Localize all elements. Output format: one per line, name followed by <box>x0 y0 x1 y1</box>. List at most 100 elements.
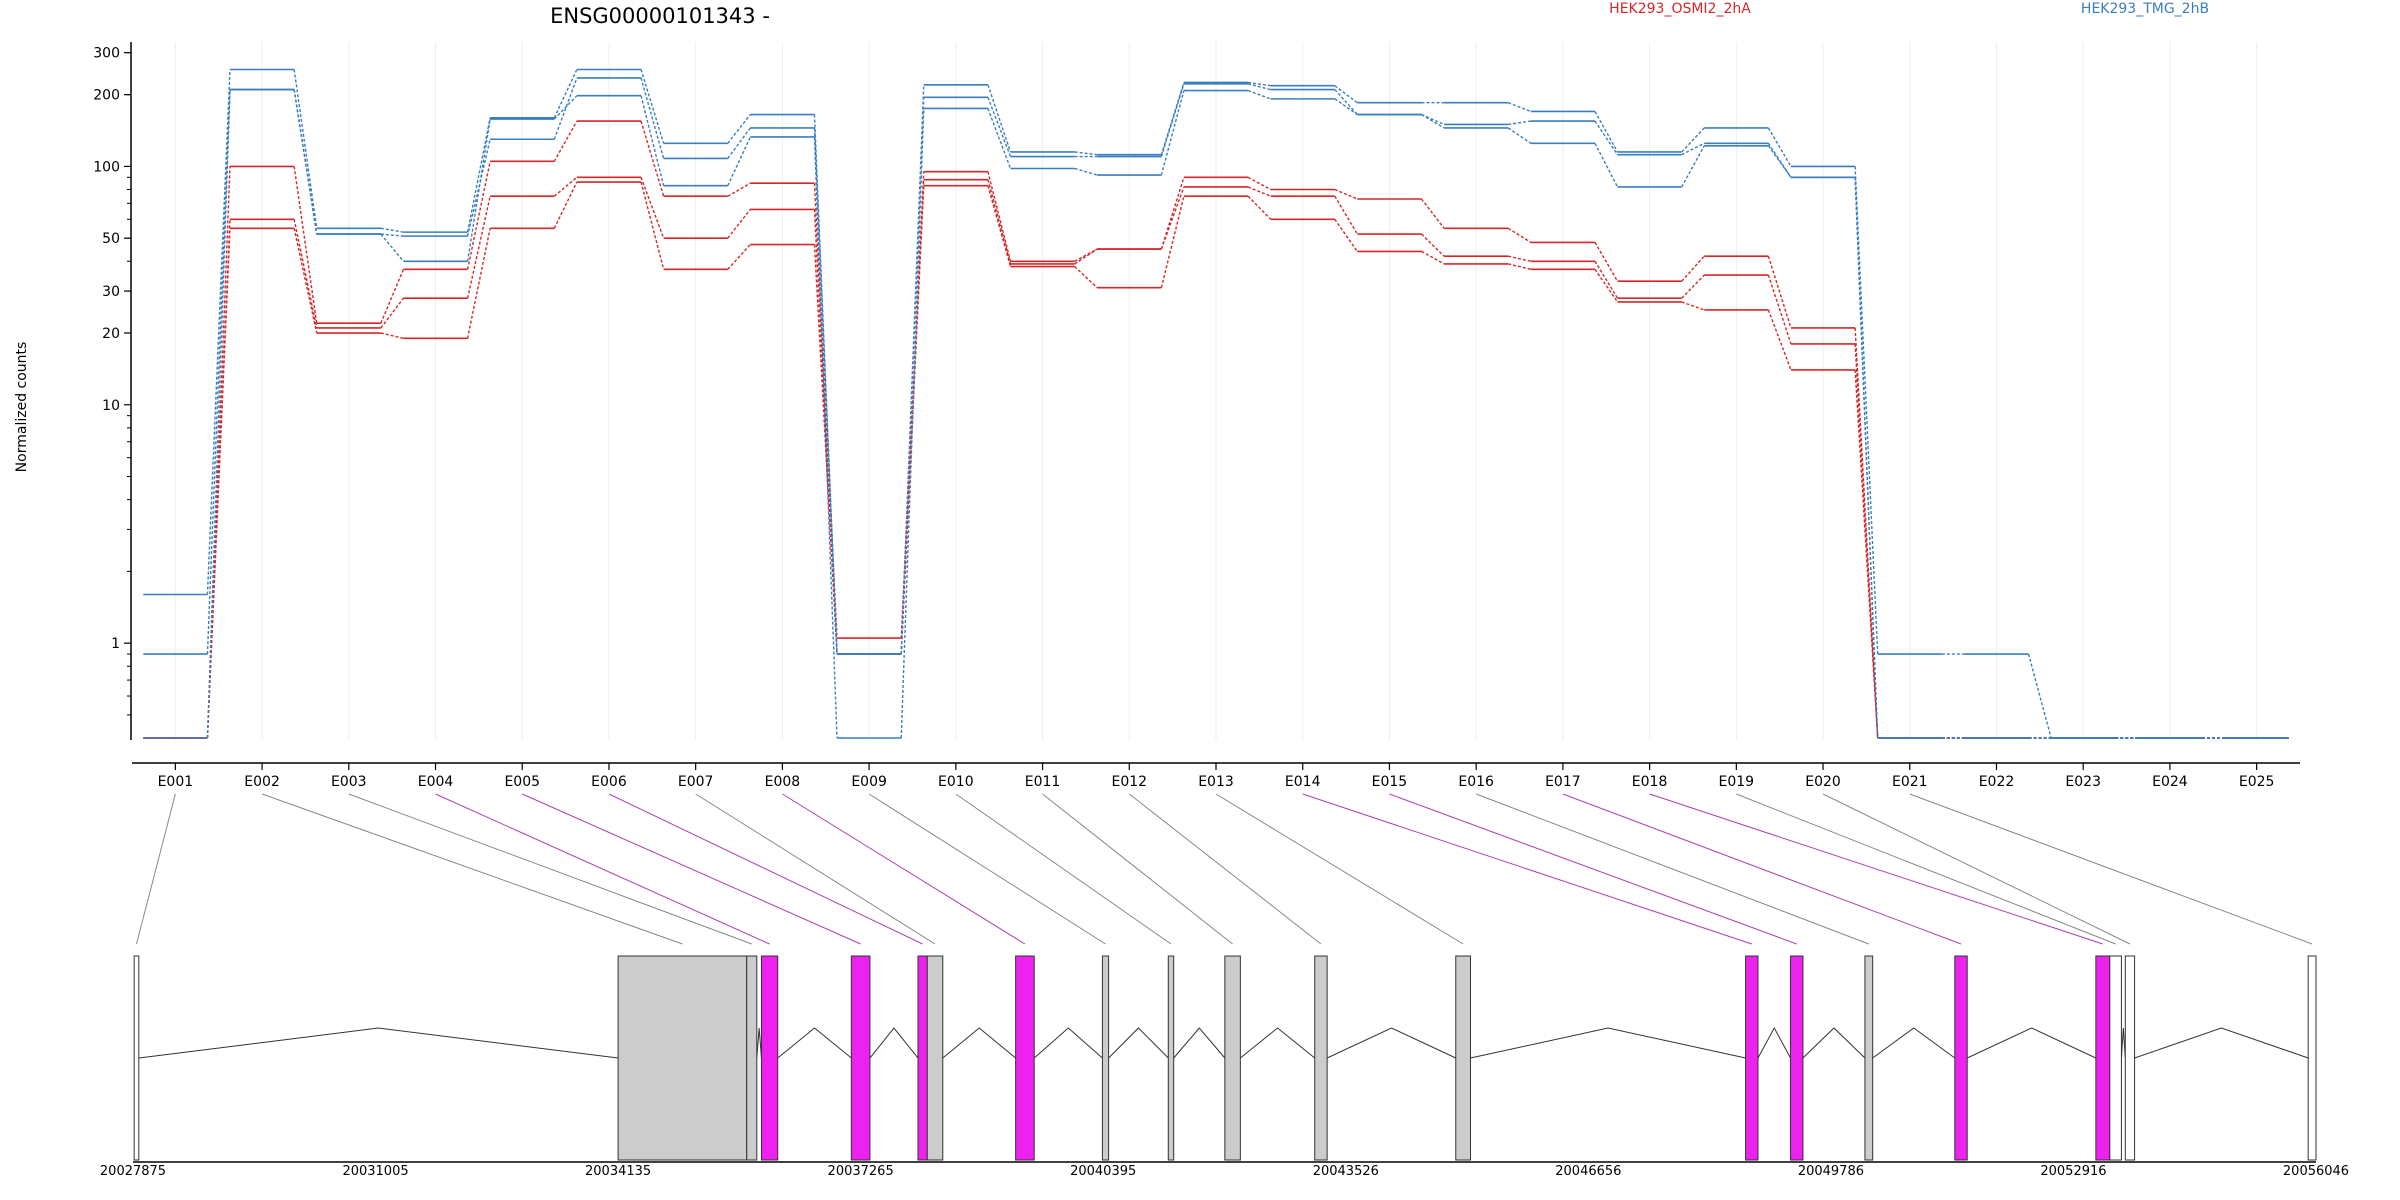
connector <box>1334 188 1358 200</box>
connector <box>466 117 491 233</box>
connector <box>1074 248 1098 262</box>
intron <box>756 1027 762 1059</box>
connector <box>1594 260 1619 299</box>
connector <box>987 108 1012 169</box>
x-tick-label: E012 <box>1111 774 1147 790</box>
connector <box>206 89 231 655</box>
connector <box>380 269 405 324</box>
connector <box>1854 369 1879 739</box>
connector <box>1334 195 1358 235</box>
connector <box>900 185 925 655</box>
genomic-tick-label: 20031005 <box>342 1164 408 1179</box>
x-tick-label: E005 <box>504 774 540 790</box>
x-tick-label: E016 <box>1458 774 1494 790</box>
exon-box <box>760 955 779 1161</box>
y-tick-label: 50 <box>102 231 120 247</box>
exon-box <box>1455 955 1471 1161</box>
connector <box>640 120 665 197</box>
connector <box>1074 151 1098 156</box>
x-tick-label: E004 <box>418 774 454 790</box>
exon-box <box>850 955 871 1161</box>
genomic-tick-label: 20037265 <box>828 1164 894 1179</box>
genomic-tick-label: 20052916 <box>2040 1164 2106 1179</box>
intron <box>777 1027 852 1059</box>
connector <box>1767 309 1792 371</box>
exon-link-E004 <box>435 793 770 945</box>
exon-link-E016 <box>1475 793 1869 945</box>
x-tick-label: E018 <box>1632 774 1668 790</box>
connector <box>1681 127 1705 153</box>
connector <box>987 179 1012 265</box>
connector <box>293 89 318 235</box>
connector <box>1074 167 1098 176</box>
intron <box>942 1027 1016 1059</box>
legend-entry-osmi: HEK293_OSMI2_2hA <box>1609 1 1751 17</box>
x-tick-label: E001 <box>158 774 194 790</box>
intron <box>138 1027 619 1059</box>
series-tmg-line-1 <box>143 68 2289 739</box>
x-tick-label: E020 <box>1805 774 1841 790</box>
x-tick-label: E017 <box>1545 774 1581 790</box>
exon-box <box>1314 955 1328 1161</box>
connector <box>293 69 318 229</box>
exon-link-E001 <box>136 793 176 945</box>
connector <box>2027 653 2052 739</box>
connector <box>1507 127 1532 144</box>
exon-link-E012 <box>1128 793 1322 945</box>
connector <box>466 139 491 237</box>
connector <box>466 118 491 262</box>
connector <box>1421 233 1445 257</box>
connector <box>640 181 665 270</box>
connector <box>553 120 578 162</box>
exon-link-E007 <box>695 793 936 945</box>
connector <box>727 244 751 270</box>
exon-box <box>917 955 928 1161</box>
intron <box>1033 1027 1103 1059</box>
genomic-tick-label: 20043526 <box>1313 1164 1379 1179</box>
connector <box>1508 263 1531 271</box>
connector <box>727 136 751 186</box>
connector <box>987 185 1012 267</box>
exon-box <box>617 955 748 1161</box>
connector <box>1854 166 1879 655</box>
connector <box>206 69 231 595</box>
intron <box>1872 1027 1956 1059</box>
series-layer <box>143 68 2289 739</box>
exon-link-E003 <box>348 793 752 945</box>
intron <box>2120 1027 2126 1059</box>
connector <box>1681 142 1705 156</box>
connector <box>1160 196 1185 288</box>
connector <box>900 97 925 655</box>
y-tick-label: 1 <box>111 636 120 652</box>
connector <box>1160 90 1185 176</box>
connector <box>813 136 838 739</box>
genomic-tick-label: 20027875 <box>100 1164 166 1179</box>
connector <box>1247 83 1271 91</box>
exon-box <box>1864 955 1874 1161</box>
exon-link-E005 <box>522 793 861 945</box>
connector <box>640 77 665 159</box>
x-tick-label: E011 <box>1025 774 1061 790</box>
connector <box>553 176 578 197</box>
intron <box>1173 1027 1226 1059</box>
exon-links <box>136 793 2313 945</box>
exon-box <box>926 955 944 1161</box>
genomic-tick-label: 20040395 <box>1070 1164 1136 1179</box>
connector <box>380 227 404 233</box>
intron <box>1326 1027 1456 1059</box>
connector <box>1507 227 1532 243</box>
connector <box>1074 266 1098 289</box>
legend-entry-tmg: HEK293_TMG_2hB <box>2081 1 2209 17</box>
intron <box>1470 1027 1746 1059</box>
intron <box>2134 1027 2309 1059</box>
connector <box>1854 177 1879 739</box>
connector <box>1421 250 1445 265</box>
x-tick-label: E013 <box>1198 774 1234 790</box>
connector <box>987 84 1012 153</box>
exon-box <box>133 955 140 1161</box>
exon-box <box>1954 955 1968 1161</box>
connector <box>1247 186 1271 197</box>
connector <box>900 171 925 639</box>
connector <box>1767 274 1792 345</box>
connector <box>1507 102 1532 113</box>
